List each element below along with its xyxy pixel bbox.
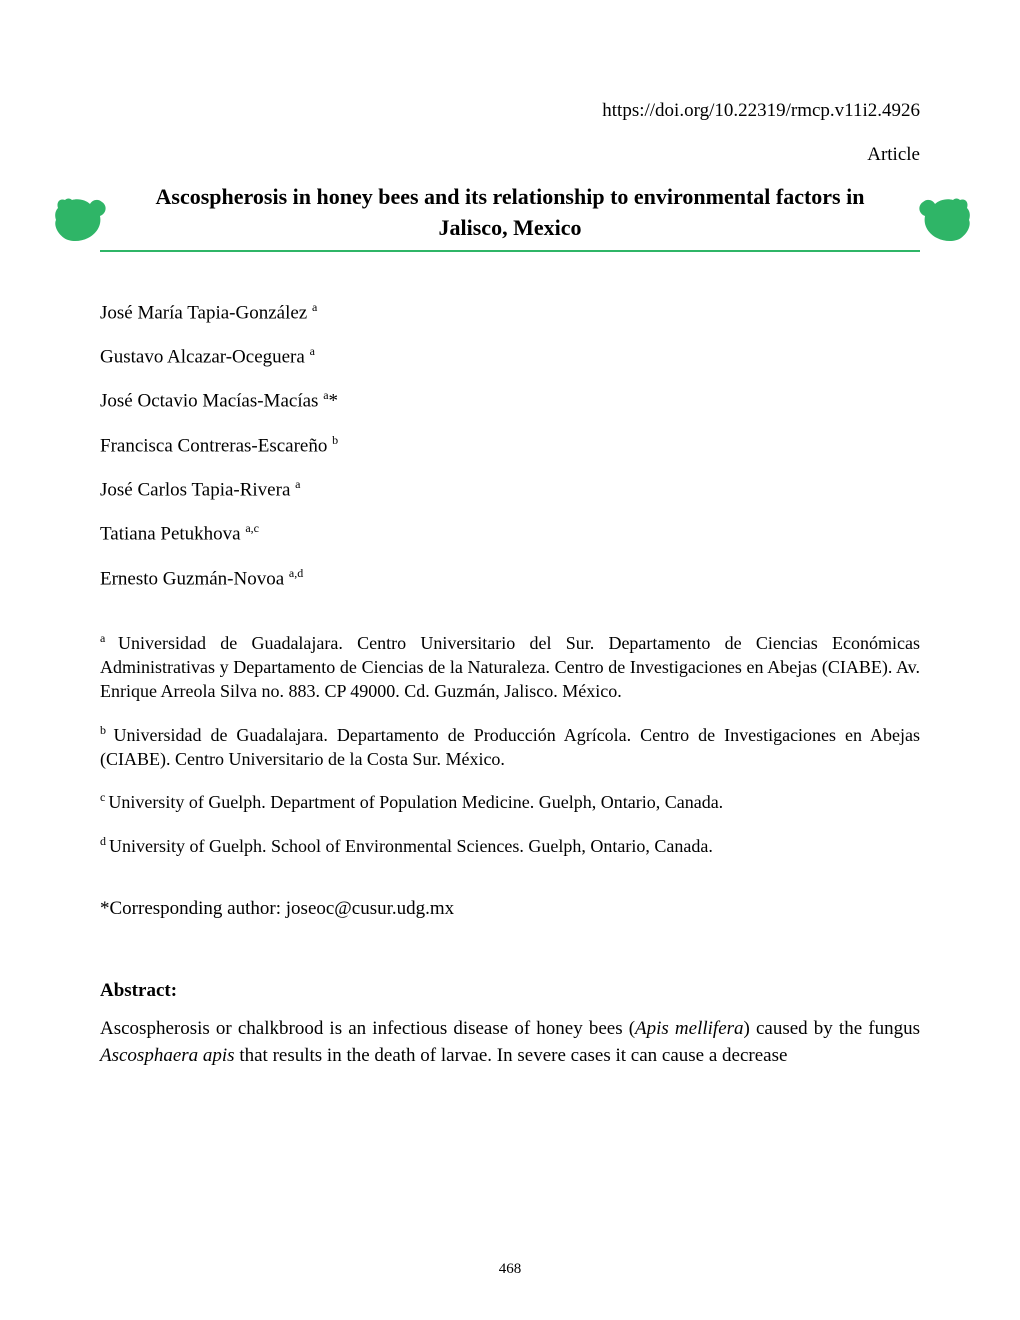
author: Tatiana Petukhova a,c bbox=[100, 521, 920, 545]
affil-sup: a bbox=[100, 631, 118, 645]
affil-text: Universidad de Guadalajara. Centro Unive… bbox=[100, 633, 920, 702]
author-list: José María Tapia-González a Gustavo Alca… bbox=[100, 300, 920, 590]
cow-head-left-icon bbox=[50, 190, 110, 245]
abstract-part: ) caused by the fungus bbox=[744, 1018, 920, 1039]
abstract-text: Ascospherosis or chalkbrood is an infect… bbox=[100, 1016, 920, 1069]
abstract-part: that results in the death of larvae. In … bbox=[235, 1045, 788, 1066]
abstract-heading: Abstract: bbox=[100, 980, 920, 1002]
author-name: Ernesto Guzmán-Novoa bbox=[100, 568, 284, 589]
page-number: 468 bbox=[0, 1261, 1020, 1278]
author: Gustavo Alcazar-Oceguera a bbox=[100, 344, 920, 368]
author-sup: b bbox=[332, 433, 338, 447]
affil-sup: b bbox=[100, 723, 113, 737]
affiliation: b Universidad de Guadalajara. Departamen… bbox=[100, 722, 920, 772]
affil-text: University of Guelph. School of Environm… bbox=[109, 836, 713, 856]
affiliation: a Universidad de Guadalajara. Centro Uni… bbox=[100, 630, 920, 704]
author: José María Tapia-González a bbox=[100, 300, 920, 324]
cow-head-right-icon bbox=[915, 190, 975, 245]
author-name: Gustavo Alcazar-Oceguera bbox=[100, 346, 305, 367]
page-title: Ascospherosis in honey bees and its rela… bbox=[150, 182, 870, 244]
species-name: Apis mellifera bbox=[635, 1018, 744, 1039]
affil-sup: d bbox=[100, 834, 109, 848]
author-name: José Carlos Tapia-Rivera bbox=[100, 479, 290, 500]
affiliation: d University of Guelph. School of Enviro… bbox=[100, 833, 920, 858]
author: José Octavio Macías-Macías a* bbox=[100, 388, 920, 412]
corresponding-mark: * bbox=[329, 391, 339, 412]
author-sup: a bbox=[310, 344, 315, 358]
abstract-section: Abstract: Ascospherosis or chalkbrood is… bbox=[100, 980, 920, 1069]
doi-link[interactable]: https://doi.org/10.22319/rmcp.v11i2.4926 bbox=[100, 100, 920, 122]
abstract-part: Ascospherosis or chalkbrood is an infect… bbox=[100, 1018, 635, 1039]
affil-text: Universidad de Guadalajara. Departamento… bbox=[100, 725, 920, 769]
species-name: Ascosphaera apis bbox=[100, 1045, 235, 1066]
author-sup: a,c bbox=[245, 521, 259, 535]
author-name: José María Tapia-González bbox=[100, 302, 307, 323]
corresponding-author: *Corresponding author: joseoc@cusur.udg.… bbox=[100, 898, 920, 920]
author-name: José Octavio Macías-Macías bbox=[100, 391, 318, 412]
affil-text: University of Guelph. Department of Popu… bbox=[108, 792, 723, 812]
author-name: Tatiana Petukhova bbox=[100, 524, 241, 545]
author: Ernesto Guzmán-Novoa a,d bbox=[100, 566, 920, 590]
author-sup: a bbox=[295, 477, 300, 491]
affiliation-list: a Universidad de Guadalajara. Centro Uni… bbox=[100, 630, 920, 858]
title-divider bbox=[100, 250, 920, 252]
author-sup: a bbox=[312, 300, 317, 314]
title-block: Ascospherosis in honey bees and its rela… bbox=[100, 182, 920, 244]
author-sup: a,d bbox=[289, 566, 303, 580]
corresponding-label: *Corresponding author: bbox=[100, 898, 286, 919]
corresponding-email[interactable]: joseoc@cusur.udg.mx bbox=[286, 898, 454, 919]
author: José Carlos Tapia-Rivera a bbox=[100, 477, 920, 501]
author: Francisca Contreras-Escareño b bbox=[100, 433, 920, 457]
article-type-label: Article bbox=[100, 144, 920, 166]
author-name: Francisca Contreras-Escareño bbox=[100, 435, 327, 456]
affiliation: c University of Guelph. Department of Po… bbox=[100, 789, 920, 814]
